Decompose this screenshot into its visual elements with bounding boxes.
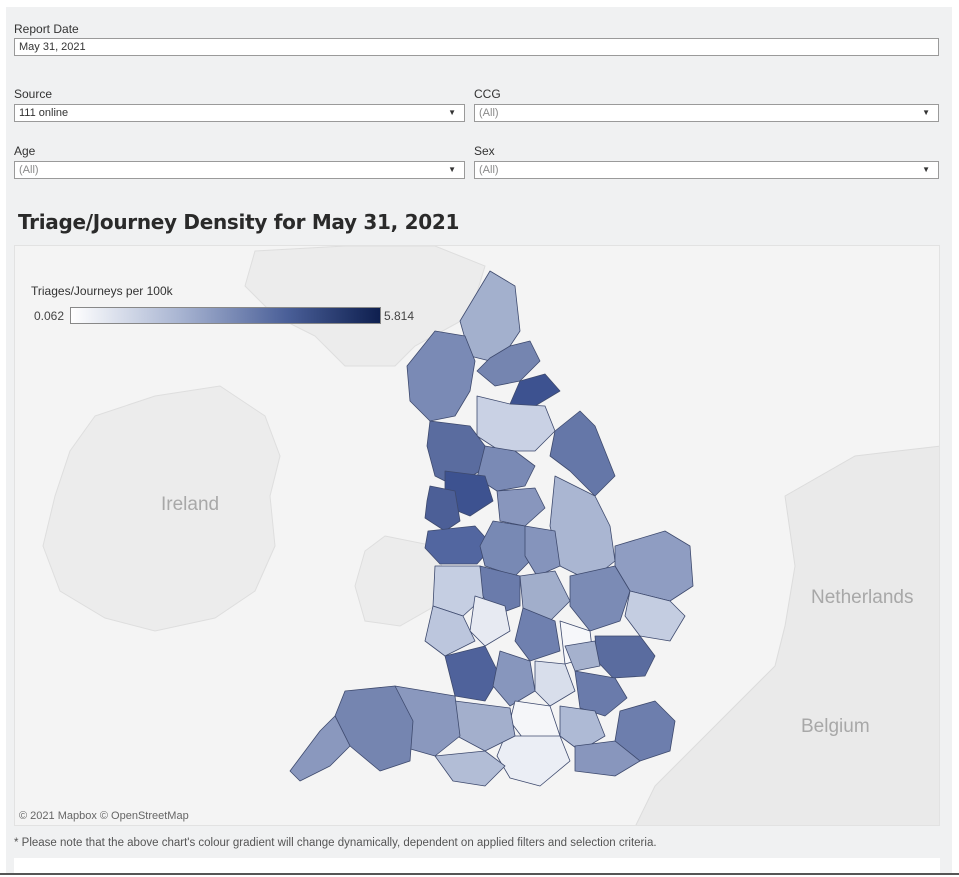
chevron-down-icon: ▼ [448, 108, 456, 117]
region-worcs [424, 605, 476, 657]
region-suffolk [624, 590, 686, 642]
region-cornwall [289, 715, 351, 782]
region-cheshire [424, 525, 494, 565]
region-birmingham [469, 595, 511, 647]
region-teesside [509, 373, 561, 407]
bottom-border [0, 873, 959, 875]
region-oxford [492, 650, 536, 707]
chevron-down-icon: ▼ [922, 108, 930, 117]
sex-label: Sex [474, 144, 495, 158]
sex-value: (All) [479, 164, 499, 176]
region-leicester [519, 570, 571, 622]
region-south-yorks [496, 487, 546, 527]
ccg-value: (All) [479, 107, 499, 119]
region-glos [444, 645, 501, 702]
region-dorset [434, 750, 506, 787]
region-london [574, 670, 628, 717]
region-merseyside [424, 485, 461, 532]
region-berks [509, 700, 561, 742]
place-belgium: Belgium [801, 716, 870, 737]
region-cumbria [406, 330, 476, 422]
footnote: * Please note that the above chart's col… [14, 837, 657, 849]
legend-title: Triages/Journeys per 100k [31, 284, 173, 298]
region-northants [514, 607, 561, 662]
legend-min: 0.062 [34, 309, 65, 323]
place-ireland: Ireland [161, 494, 220, 515]
choropleth-map[interactable]: Triages/Journeys per 100k 0.062 5.814 Ir… [14, 245, 940, 826]
chevron-down-icon: ▼ [448, 165, 456, 174]
region-devon [334, 685, 414, 772]
report-date-field[interactable]: May 31, 2021 [14, 38, 939, 56]
region-east-yorks [549, 410, 616, 497]
legend-max: 5.814 [384, 309, 415, 323]
map-title: Triage/Journey Density for May 31, 2021 [18, 210, 460, 234]
place-netherlands: Netherlands [811, 587, 914, 608]
legend-gradient [70, 307, 381, 324]
source-dropdown[interactable]: 111 online ▼ [14, 104, 465, 122]
region-hampshire [496, 735, 571, 787]
sex-dropdown[interactable]: (All) ▼ [474, 161, 939, 179]
continent-landmass [635, 445, 939, 825]
bottom-strip [14, 858, 940, 873]
region-tyne [476, 340, 541, 387]
region-nottingham [524, 525, 561, 577]
region-bucks [534, 660, 576, 707]
ccg-dropdown[interactable]: (All) ▼ [474, 104, 939, 122]
ireland-landmass [42, 385, 281, 632]
region-north-yorks [476, 395, 556, 452]
report-date-label: Report Date [14, 22, 79, 36]
ccg-label: CCG [474, 87, 501, 101]
chevron-down-icon: ▼ [922, 165, 930, 174]
age-value: (All) [19, 164, 39, 176]
map-canvas [42, 246, 939, 825]
region-herts [564, 640, 601, 672]
age-dropdown[interactable]: (All) ▼ [14, 161, 465, 179]
map-attribution[interactable]: © 2021 Mapbox © OpenStreetMap [19, 810, 189, 822]
source-value: 111 online [19, 107, 69, 119]
region-essex [594, 635, 656, 679]
source-label: Source [14, 87, 53, 101]
region-sussex [574, 740, 641, 777]
region-cambs [569, 565, 631, 632]
age-label: Age [14, 144, 36, 158]
